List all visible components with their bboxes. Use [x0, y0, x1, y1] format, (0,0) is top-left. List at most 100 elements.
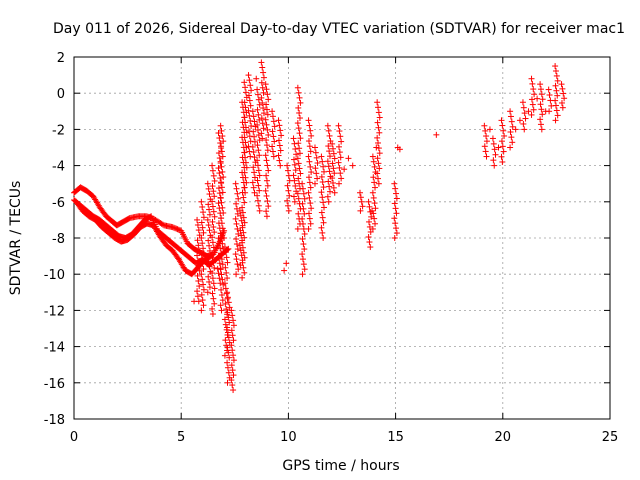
data-point — [206, 278, 213, 285]
data-point — [250, 113, 257, 120]
data-point — [218, 163, 225, 170]
data-point — [307, 148, 314, 155]
data-point — [375, 175, 382, 182]
data-point — [357, 189, 364, 196]
x-tick-label: 0 — [70, 430, 78, 445]
data-point — [239, 224, 246, 231]
data-point — [319, 179, 326, 186]
data-point — [224, 324, 231, 331]
data-point — [528, 111, 535, 118]
data-point — [349, 162, 356, 169]
data-point — [254, 106, 261, 113]
data-point — [232, 215, 239, 222]
data-point — [241, 79, 248, 86]
data-point — [246, 112, 253, 119]
data-point — [224, 275, 231, 282]
data-point — [492, 151, 499, 158]
data-point — [299, 185, 306, 192]
data-point — [251, 118, 258, 125]
data-point — [325, 143, 332, 150]
data-point — [534, 95, 541, 102]
data-point — [507, 128, 514, 135]
data-point — [371, 179, 378, 186]
data-point — [238, 217, 245, 224]
data-point — [254, 177, 261, 184]
data-point — [209, 275, 216, 282]
data-point — [324, 122, 331, 129]
data-point — [222, 249, 229, 256]
data-point — [250, 128, 257, 135]
data-point — [224, 359, 231, 366]
data-point — [194, 288, 201, 295]
data-point — [234, 261, 241, 268]
data-point — [283, 260, 290, 267]
data-point — [194, 252, 201, 259]
data-point — [335, 180, 342, 187]
data-point — [242, 89, 249, 96]
x-tick-label: 25 — [602, 430, 619, 445]
data-point — [205, 273, 212, 280]
data-point — [483, 138, 490, 145]
data-point — [220, 138, 227, 145]
data-point — [258, 59, 265, 66]
data-point — [262, 116, 269, 123]
data-point — [205, 222, 212, 229]
data-point — [226, 354, 233, 361]
data-point — [241, 149, 248, 156]
data-point — [242, 174, 249, 181]
data-point — [225, 349, 232, 356]
data-point — [249, 143, 256, 150]
data-point — [218, 292, 225, 299]
data-point — [285, 187, 292, 194]
data-point — [481, 122, 488, 129]
data-point — [215, 150, 222, 157]
data-point — [520, 120, 527, 127]
data-point — [375, 139, 382, 146]
data-point — [218, 184, 225, 191]
data-point — [241, 234, 248, 241]
data-point — [240, 264, 247, 271]
data-point — [320, 184, 327, 191]
data-point — [308, 169, 315, 176]
data-point — [242, 139, 249, 146]
data-point — [265, 131, 272, 138]
data-point — [509, 139, 516, 146]
data-point — [512, 126, 519, 133]
data-point — [299, 180, 306, 187]
data-point — [307, 127, 314, 134]
data-point — [219, 297, 226, 304]
data-point — [305, 138, 312, 145]
data-point — [296, 109, 303, 116]
data-point — [369, 189, 376, 196]
data-point — [251, 189, 258, 196]
data-point — [199, 297, 206, 304]
data-point — [336, 149, 343, 156]
data-point — [301, 246, 308, 253]
data-point — [376, 114, 383, 121]
data-point — [371, 163, 378, 170]
data-point — [375, 180, 382, 187]
data-point — [228, 377, 235, 384]
data-point — [370, 158, 377, 165]
data-point — [225, 314, 232, 321]
data-point — [230, 372, 237, 379]
data-point — [269, 108, 276, 115]
data-point — [531, 91, 538, 98]
data-point — [552, 97, 559, 104]
data-point — [254, 121, 261, 128]
data-point — [200, 209, 207, 216]
data-point — [284, 162, 291, 169]
data-point — [308, 132, 315, 139]
data-point — [204, 253, 211, 260]
data-point — [335, 122, 342, 129]
data-point — [218, 148, 225, 155]
data-point — [499, 122, 506, 129]
data-point — [216, 190, 223, 197]
data-point — [305, 189, 312, 196]
data-point — [516, 117, 523, 124]
data-point — [219, 276, 226, 283]
data-point — [233, 271, 240, 278]
data-point — [312, 149, 319, 156]
data-point — [338, 175, 345, 182]
data-point — [330, 184, 337, 191]
